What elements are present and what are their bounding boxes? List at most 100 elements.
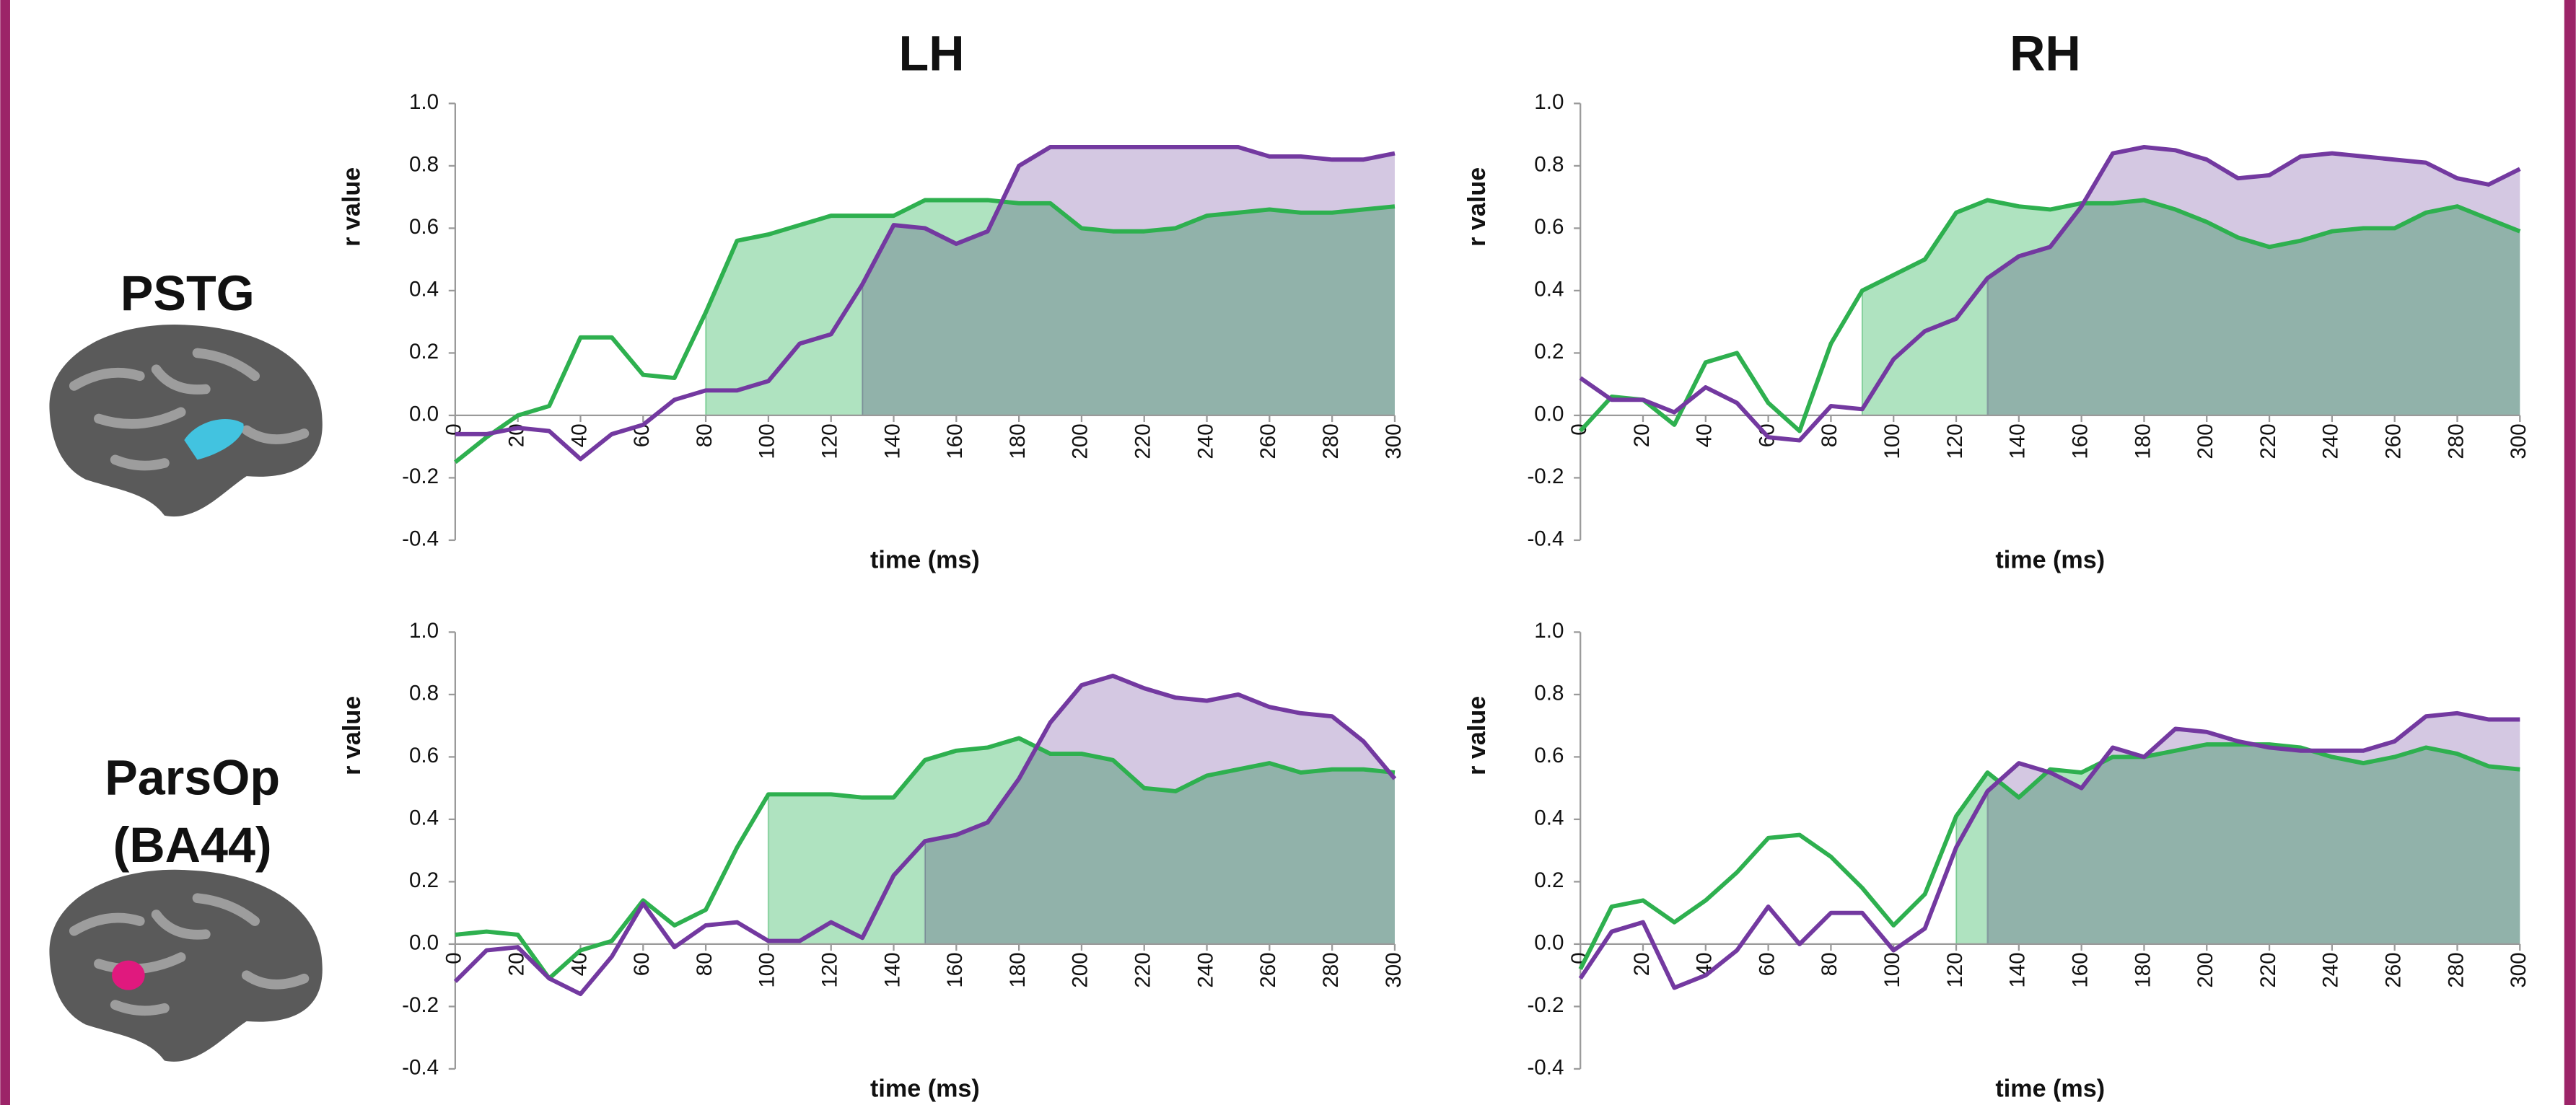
x-axis-label: time (ms) xyxy=(1995,1075,2105,1103)
x-tick-label: 220 xyxy=(2256,423,2280,459)
x-tick-label: 120 xyxy=(818,423,842,459)
x-tick-label: 80 xyxy=(1818,423,1841,447)
x-tick-label: 120 xyxy=(818,952,842,987)
x-tick-label: 80 xyxy=(1818,952,1841,976)
x-tick-label: 260 xyxy=(1256,423,1280,459)
x-tick-label: 40 xyxy=(1693,952,1717,976)
x-tick-label: 80 xyxy=(693,423,717,447)
column-title: LH xyxy=(899,27,965,82)
figure: LH RH PSTG ParsOp (BA44) -0.4 -0.2 0.0 0.2 0… xyxy=(0,0,2576,1105)
x-tick-label: 240 xyxy=(2319,952,2343,987)
x-axis-label: time (ms) xyxy=(870,1075,980,1103)
y-tick-label: 0.8 xyxy=(409,682,439,705)
y-tick-label: 0.2 xyxy=(409,868,439,892)
y-tick-label: 0.2 xyxy=(1534,868,1564,892)
y-tick-label: -0.2 xyxy=(402,993,439,1017)
x-tick-label: 180 xyxy=(2131,423,2155,459)
y-tick-label: 0.6 xyxy=(1534,744,1564,767)
y-tick-label: -0.2 xyxy=(1527,465,1564,488)
y-tick-label: 0.4 xyxy=(1534,806,1564,830)
x-tick-label: 180 xyxy=(1006,952,1030,987)
y-tick-label: 1.0 xyxy=(1534,619,1564,643)
x-tick-label: 280 xyxy=(2444,423,2468,459)
x-tick-label: 280 xyxy=(1319,952,1343,987)
x-tick-label: 300 xyxy=(1382,952,1406,987)
x-tick-label: 140 xyxy=(2006,952,2030,987)
x-tick-label: 160 xyxy=(943,952,967,987)
x-tick-label: 260 xyxy=(1256,952,1280,987)
column-title: RH xyxy=(2010,27,2081,82)
x-tick-label: 200 xyxy=(1069,423,1092,459)
row-title: PSTG xyxy=(121,266,255,321)
x-tick-label: 260 xyxy=(2381,423,2405,459)
page: LH RH PSTG ParsOp (BA44) -0.4 -0.2 0.0 0.2 0… xyxy=(0,0,2576,1105)
x-tick-label: 180 xyxy=(1006,423,1030,459)
x-tick-label: 220 xyxy=(1131,423,1155,459)
y-tick-label: 1.0 xyxy=(409,90,439,114)
shaded-area xyxy=(1987,147,2520,415)
y-axis-label: r value xyxy=(338,167,366,247)
x-tick-label: 200 xyxy=(2194,423,2217,459)
y-tick-label: -0.4 xyxy=(402,1056,439,1080)
y-tick-label: 0.4 xyxy=(1534,278,1564,301)
x-tick-label: 20 xyxy=(1630,423,1654,447)
x-tick-label: 180 xyxy=(2131,952,2155,987)
x-tick-label: 40 xyxy=(1693,423,1717,447)
left-border xyxy=(0,0,10,1105)
y-tick-label: 1.0 xyxy=(409,619,439,643)
row-title: (BA44) xyxy=(113,818,272,873)
y-tick-label: 0.4 xyxy=(409,806,439,830)
x-tick-label: 220 xyxy=(2256,952,2280,987)
x-tick-label: 260 xyxy=(2381,952,2405,987)
x-axis-label: time (ms) xyxy=(870,547,980,574)
x-tick-label: 240 xyxy=(1193,423,1217,459)
brain-icon xyxy=(49,325,322,516)
x-tick-label: 120 xyxy=(1943,423,1967,459)
y-tick-label: 0.0 xyxy=(409,402,439,426)
y-tick-label: 1.0 xyxy=(1534,90,1564,114)
y-tick-label: 0.6 xyxy=(409,744,439,767)
x-tick-label: 100 xyxy=(755,952,779,987)
y-tick-label: 0.2 xyxy=(1534,340,1564,364)
x-tick-label: 140 xyxy=(880,952,904,987)
y-tick-label: -0.4 xyxy=(1527,527,1564,551)
x-tick-label: 280 xyxy=(2444,952,2468,987)
right-border xyxy=(2564,0,2576,1105)
y-tick-label: -0.2 xyxy=(1527,993,1564,1017)
x-tick-label: 40 xyxy=(567,423,591,447)
x-axis-label: time (ms) xyxy=(1995,547,2105,574)
row-title: ParsOp xyxy=(105,751,280,806)
x-tick-label: 80 xyxy=(693,952,717,976)
x-tick-label: 240 xyxy=(1193,952,1217,987)
x-tick-label: 200 xyxy=(1069,952,1092,987)
x-tick-label: 160 xyxy=(2068,952,2092,987)
y-tick-label: 0.0 xyxy=(1534,402,1564,426)
x-tick-label: 240 xyxy=(2319,423,2343,459)
y-tick-label: 0.8 xyxy=(1534,153,1564,177)
y-tick-label: 0.0 xyxy=(1534,931,1564,955)
x-tick-label: 100 xyxy=(755,423,779,459)
y-tick-label: -0.4 xyxy=(402,527,439,551)
x-tick-label: 0 xyxy=(442,952,466,964)
y-axis-label: r value xyxy=(1463,167,1491,247)
x-tick-label: 20 xyxy=(1630,952,1654,976)
x-tick-label: 60 xyxy=(630,952,654,976)
x-tick-label: 120 xyxy=(1943,952,1967,987)
y-tick-label: -0.4 xyxy=(1527,1056,1564,1080)
x-tick-label: 160 xyxy=(943,423,967,459)
x-tick-label: 200 xyxy=(2194,952,2217,987)
y-tick-label: 0.8 xyxy=(409,153,439,177)
brain-icon xyxy=(49,870,322,1062)
y-tick-label: 0.0 xyxy=(409,931,439,955)
y-axis-label: r value xyxy=(338,696,366,775)
y-tick-label: 0.6 xyxy=(1534,215,1564,239)
x-tick-label: 300 xyxy=(2507,423,2531,459)
y-tick-label: 0.2 xyxy=(409,340,439,364)
x-tick-label: 220 xyxy=(1131,952,1155,987)
x-tick-label: 300 xyxy=(2507,952,2531,987)
y-axis-label: r value xyxy=(1463,696,1491,775)
y-tick-label: -0.2 xyxy=(402,465,439,488)
